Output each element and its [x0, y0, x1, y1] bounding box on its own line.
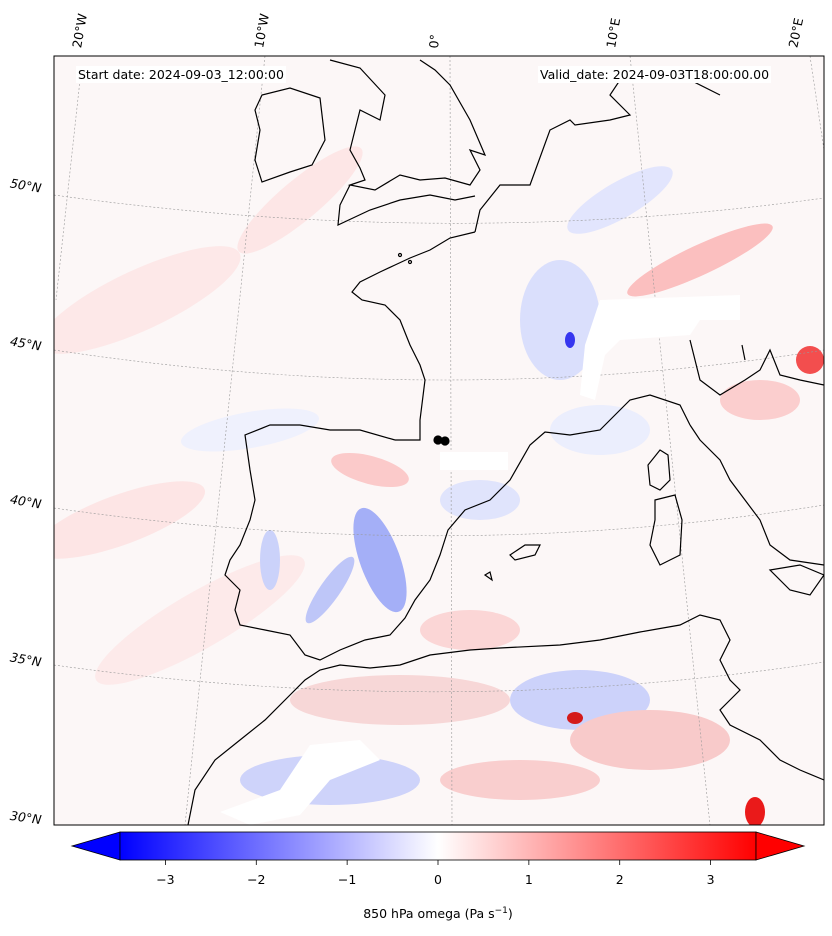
colorbar-title-main: 850 hPa omega (Pa s: [363, 906, 495, 922]
colorbar-tick-label: 2: [615, 872, 624, 887]
colorbar-tick-label: −3: [156, 872, 175, 887]
valid-date-label: Valid_date: 2024-09-03T18:00:00.00: [538, 66, 772, 83]
omega-field: [54, 146, 824, 825]
colorbar-extend-high: [755, 831, 806, 861]
start-date-label: Start date: 2024-09-03_12:00:00: [76, 66, 286, 83]
colorbar-title: 850 hPa omega (Pa s−1): [0, 906, 832, 921]
map-area: [54, 56, 824, 825]
colorbar-title-end: ): [507, 906, 513, 922]
colorbar-title-exponent: −1: [494, 906, 508, 916]
colorbar: [70, 831, 806, 865]
map-frame: [53, 55, 825, 826]
colorbar-gradient: [119, 831, 757, 861]
lon-label-0: 0°: [426, 33, 443, 49]
colorbar-tick-label: 1: [524, 872, 533, 887]
colorbar-tick-label: −1: [337, 872, 357, 887]
colorbar-tick-label: 0: [434, 872, 442, 887]
missing-data: [220, 295, 740, 825]
colorbar-tick-label: −2: [247, 872, 266, 887]
colorbar-tick-label: 3: [706, 872, 715, 887]
gridlines: [54, 56, 824, 825]
colorbar-extend-low: [70, 831, 121, 861]
